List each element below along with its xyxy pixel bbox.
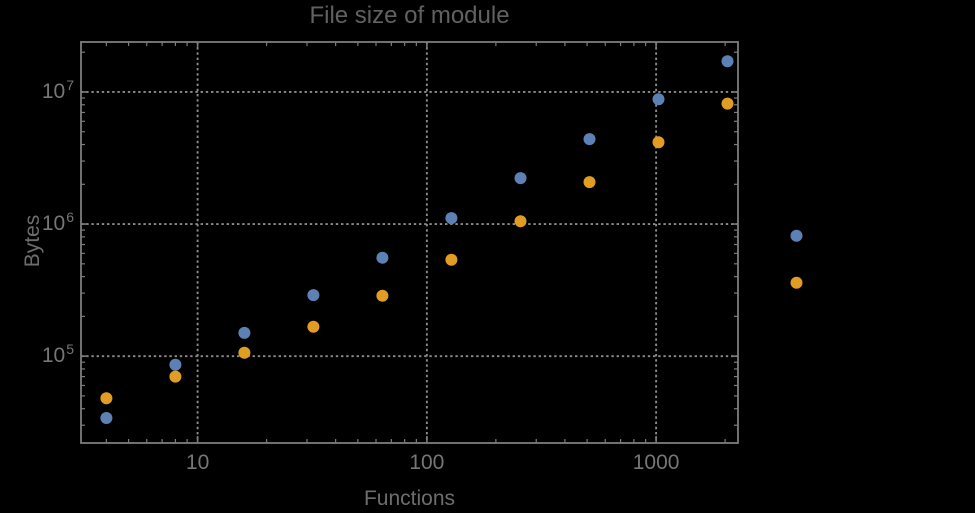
data-point-series-1-blue-x2048 (721, 55, 734, 68)
data-point-series-2-orange-x1024 (652, 136, 665, 149)
data-point-series-2-orange-x4096 (790, 276, 803, 289)
plot-frame (80, 41, 739, 444)
data-point-series-1-blue-x512 (583, 133, 596, 146)
data-point-series-1-blue-x8 (169, 358, 182, 371)
y-tick-label-10e7: 107 (41, 76, 74, 103)
y-tick-label-10e5: 105 (41, 341, 74, 368)
data-point-series-1-blue-x128 (445, 212, 458, 225)
data-point-series-2-orange-x128 (445, 253, 458, 266)
data-point-series-2-orange-x2048 (721, 97, 734, 110)
data-point-series-2-orange-x64 (376, 289, 389, 302)
x-tick-label-1000: 1000 (632, 451, 680, 474)
data-point-series-2-orange-x512 (583, 176, 596, 189)
data-point-series-1-blue-x4096 (790, 229, 803, 242)
x-tick-label-100: 100 (409, 451, 445, 474)
data-point-series-1-blue-x256 (514, 172, 527, 185)
x-axis-label: Functions (363, 487, 456, 510)
x-tick-label-10: 10 (185, 451, 210, 474)
data-point-series-2-orange-x16 (238, 346, 251, 359)
plot-title: File size of module (309, 2, 510, 29)
data-point-series-1-blue-x4 (100, 412, 113, 424)
data-point-series-1-blue-x32 (307, 289, 320, 302)
data-point-series-2-orange-x256 (514, 215, 527, 228)
data-point-series-2-orange-x8 (169, 370, 182, 383)
data-point-series-1-blue-x16 (238, 326, 251, 339)
data-point-series-2-orange-x4 (100, 392, 113, 405)
data-point-series-2-orange-x32 (307, 320, 320, 333)
y-tick-label-10e6: 106 (41, 209, 74, 236)
data-point-series-1-blue-x1024 (652, 93, 665, 106)
data-point-series-1-blue-x64 (376, 251, 389, 264)
